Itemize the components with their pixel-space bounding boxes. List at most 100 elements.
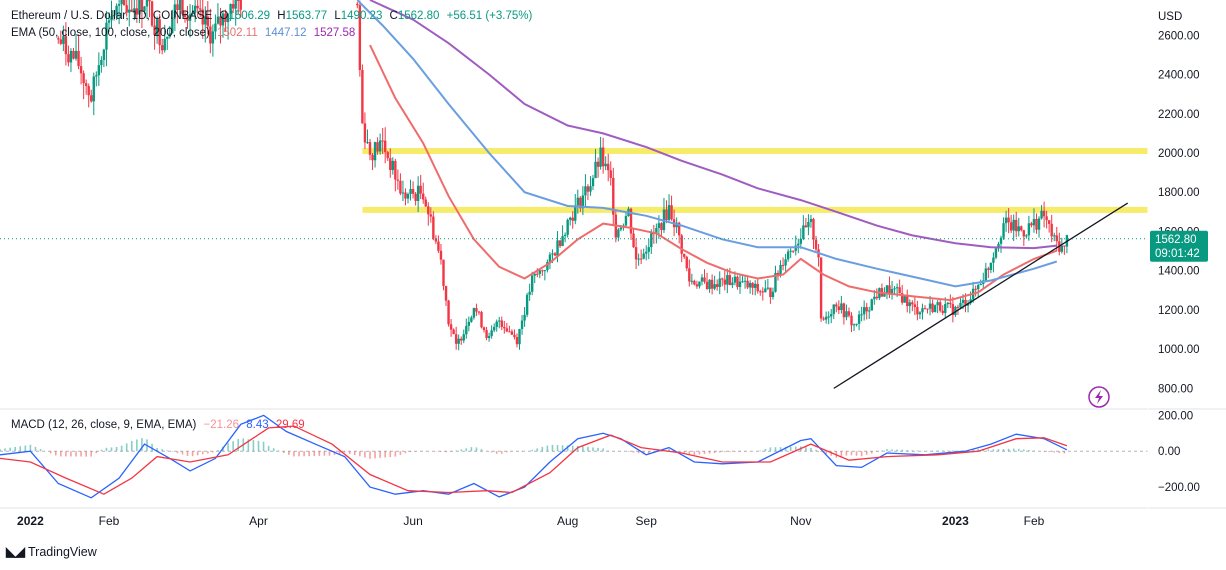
candle-body-166	[591, 178, 595, 187]
macd-hist-bar-161	[815, 449, 817, 452]
candle-body-59	[206, 16, 210, 27]
candle-body-209	[700, 277, 704, 282]
macd-hist-bar-199	[1007, 448, 1010, 452]
time-tick-6: Nov	[790, 514, 811, 528]
candle-body-45	[171, 17, 174, 34]
candle-body-57	[201, 9, 204, 25]
candle-body-251	[807, 221, 810, 228]
macd-hist-bar-139	[703, 451, 706, 454]
candle-body-281	[883, 293, 886, 297]
candle-body-17	[100, 59, 103, 66]
macd-hist-bar-56	[283, 451, 285, 453]
footer[interactable]: ◣◢ TradingView	[6, 544, 97, 560]
candle-body-159	[574, 205, 577, 221]
candle-body-233	[761, 291, 764, 293]
candle-body-82	[378, 140, 382, 152]
price-badge	[1150, 230, 1208, 262]
candle-body-95	[411, 188, 415, 194]
candle-body-31	[135, 8, 139, 15]
macd-hist-bar-41	[207, 451, 209, 454]
candle-body-13	[90, 95, 93, 102]
macd-hist-bar-60	[303, 451, 305, 457]
candle-body-314	[966, 303, 970, 306]
macd-hist-bar-15	[75, 451, 77, 457]
macd-hist-bar-168	[850, 451, 853, 456]
trendline	[833, 202, 1129, 389]
candle-body-145	[538, 270, 541, 274]
candle-body-191	[655, 227, 658, 234]
macd-hist-bar-7	[34, 446, 37, 452]
candle-body-160	[576, 197, 580, 206]
candle-body-307	[949, 302, 952, 305]
time-tick-3: Jun	[403, 514, 422, 528]
macd-hist-bar-106	[536, 448, 539, 452]
candle-body-278	[875, 296, 879, 299]
candle-body-32	[138, 0, 141, 15]
candle-body-330	[1007, 217, 1010, 223]
candle-body-241	[781, 264, 785, 266]
macd-hist-bar-21	[105, 447, 108, 452]
macd-pane[interactable]	[0, 414, 1148, 499]
candle-body-235	[766, 287, 770, 289]
candle-body-294	[916, 307, 919, 315]
candle-body-33	[140, 0, 144, 12]
candle-body-131	[503, 326, 506, 329]
macd-hist-bar-2	[9, 447, 11, 452]
macd-hist-bar-71	[359, 451, 361, 457]
candle-body-72	[239, 0, 242, 10]
candle-body-156	[566, 219, 569, 235]
candle-body-298	[926, 308, 929, 310]
candle-body-109	[447, 300, 450, 325]
candle-body-323	[989, 262, 993, 270]
candle-body-2	[62, 36, 65, 44]
candle-body-116	[465, 325, 468, 335]
candle-body-234	[764, 288, 767, 293]
candle-body-50	[183, 14, 187, 18]
price-pane[interactable]	[0, 0, 1148, 389]
macd-hist-bar-203	[1028, 450, 1030, 452]
candle-body-127	[492, 326, 496, 331]
macd-hist-bar-35	[176, 451, 179, 454]
candle-body-112	[454, 334, 458, 344]
macd-hist-bar-143	[723, 451, 726, 453]
macd-hist-bar-94	[475, 447, 478, 452]
low-value: L1490.23	[334, 10, 383, 22]
candle-body-170	[601, 147, 605, 167]
macd-hist-bar-153	[774, 447, 777, 452]
candle-body-337	[1025, 235, 1028, 237]
macd-hist-bar-163	[825, 451, 827, 454]
candle-body-105	[437, 241, 440, 251]
macd-hist-bar-136	[688, 451, 691, 454]
candle-body-171	[604, 163, 607, 167]
macd-histogram	[0, 437, 1066, 459]
candle-body-237	[771, 291, 775, 298]
ema-line-1	[369, 44, 1058, 302]
macd-hist-bar-91	[460, 449, 463, 452]
macd-hist-bar-95	[480, 449, 483, 452]
candle-body-325	[994, 248, 998, 258]
candle-body-52	[188, 14, 192, 21]
candle-body-15	[95, 75, 98, 77]
macd-hist-bar-26	[130, 441, 133, 452]
candle-body-12	[87, 85, 90, 96]
candle-body-42	[163, 38, 166, 51]
macd-hist-bar-17	[85, 451, 87, 457]
macd-hist-bar-188	[952, 450, 954, 452]
macd-hist-bar-154	[779, 447, 782, 452]
macd-hist-bar-92	[465, 448, 468, 452]
candle-body-238	[774, 272, 777, 292]
candle-body-169	[599, 147, 602, 167]
candle-body-10	[82, 73, 85, 84]
macd-hist-bar-128	[647, 451, 650, 455]
candle-body-182	[632, 233, 635, 248]
candle-body-202	[683, 253, 686, 257]
candle-body-101	[427, 206, 430, 215]
candle-body-305	[944, 304, 947, 313]
ohlc-legend: Ethereum / U.S. Dollar, 1D, COINBASE O15…	[11, 10, 536, 22]
time-tick-7: 2023	[942, 514, 969, 528]
tradingview-logo-icon: ◣◢	[6, 544, 25, 559]
candle-body-299	[928, 303, 932, 309]
macd-hist-bar-57	[288, 451, 290, 455]
candle-body-85	[386, 152, 389, 159]
